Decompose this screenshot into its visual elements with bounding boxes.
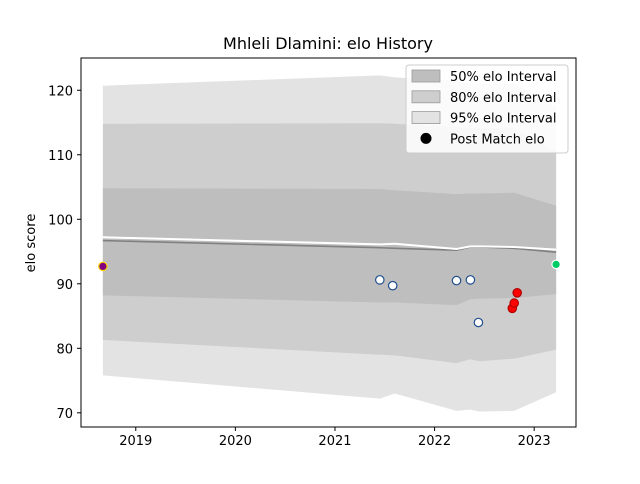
x-tick-label-2020: 2020	[219, 434, 252, 449]
post-match-point-6	[473, 317, 484, 328]
legend-label-band-50: 50% elo Interval	[450, 70, 557, 85]
axes: 2019 2020 2021 2022 2023 70 80 90 100 110 120	[48, 57, 577, 449]
post-match-point-8	[509, 298, 519, 308]
x-tick-label-2023: 2023	[518, 434, 551, 449]
axes-frame	[80, 57, 577, 428]
x-tick-label-2022: 2022	[418, 434, 451, 449]
y-tick-label-100: 100	[48, 213, 73, 228]
legend-label-band-95: 95% elo Interval	[450, 112, 557, 127]
x-tick-label-2021: 2021	[318, 434, 351, 449]
y-tick-label-120: 120	[48, 84, 73, 99]
y-tick-label-70: 70	[56, 407, 73, 422]
post-match-point-3	[387, 280, 398, 291]
legend-swatch-band-80	[411, 90, 441, 104]
y-axis-label: elo score	[24, 214, 39, 273]
y-tick-label-90: 90	[56, 278, 73, 293]
post-match-point-4	[451, 275, 462, 286]
post-match-point-5	[465, 275, 476, 285]
legend-marker-post-match	[420, 132, 432, 144]
legend-box	[405, 64, 569, 154]
chart-title: Mhleli Dlamini: elo History	[223, 34, 433, 53]
plot-area	[98, 75, 561, 412]
legend: 50% elo Interval 80% elo Interval 95% elo …	[405, 64, 569, 154]
post-match-point-9	[512, 287, 522, 298]
post-match-line	[102, 236, 557, 251]
y-tick-label-110: 110	[48, 149, 73, 164]
post-match-point-1	[98, 261, 108, 272]
legend-swatch-band-95	[411, 111, 441, 124]
post-match-point-2	[374, 275, 385, 285]
y-tick-label-80: 80	[56, 342, 73, 357]
post-match-point-10	[551, 259, 561, 270]
legend-label-band-80: 80% elo Interval	[450, 91, 557, 106]
legend-label-points: Post Match elo	[450, 132, 545, 147]
x-tick-label-2019: 2019	[119, 434, 152, 449]
legend-swatch-band-50	[411, 69, 441, 83]
